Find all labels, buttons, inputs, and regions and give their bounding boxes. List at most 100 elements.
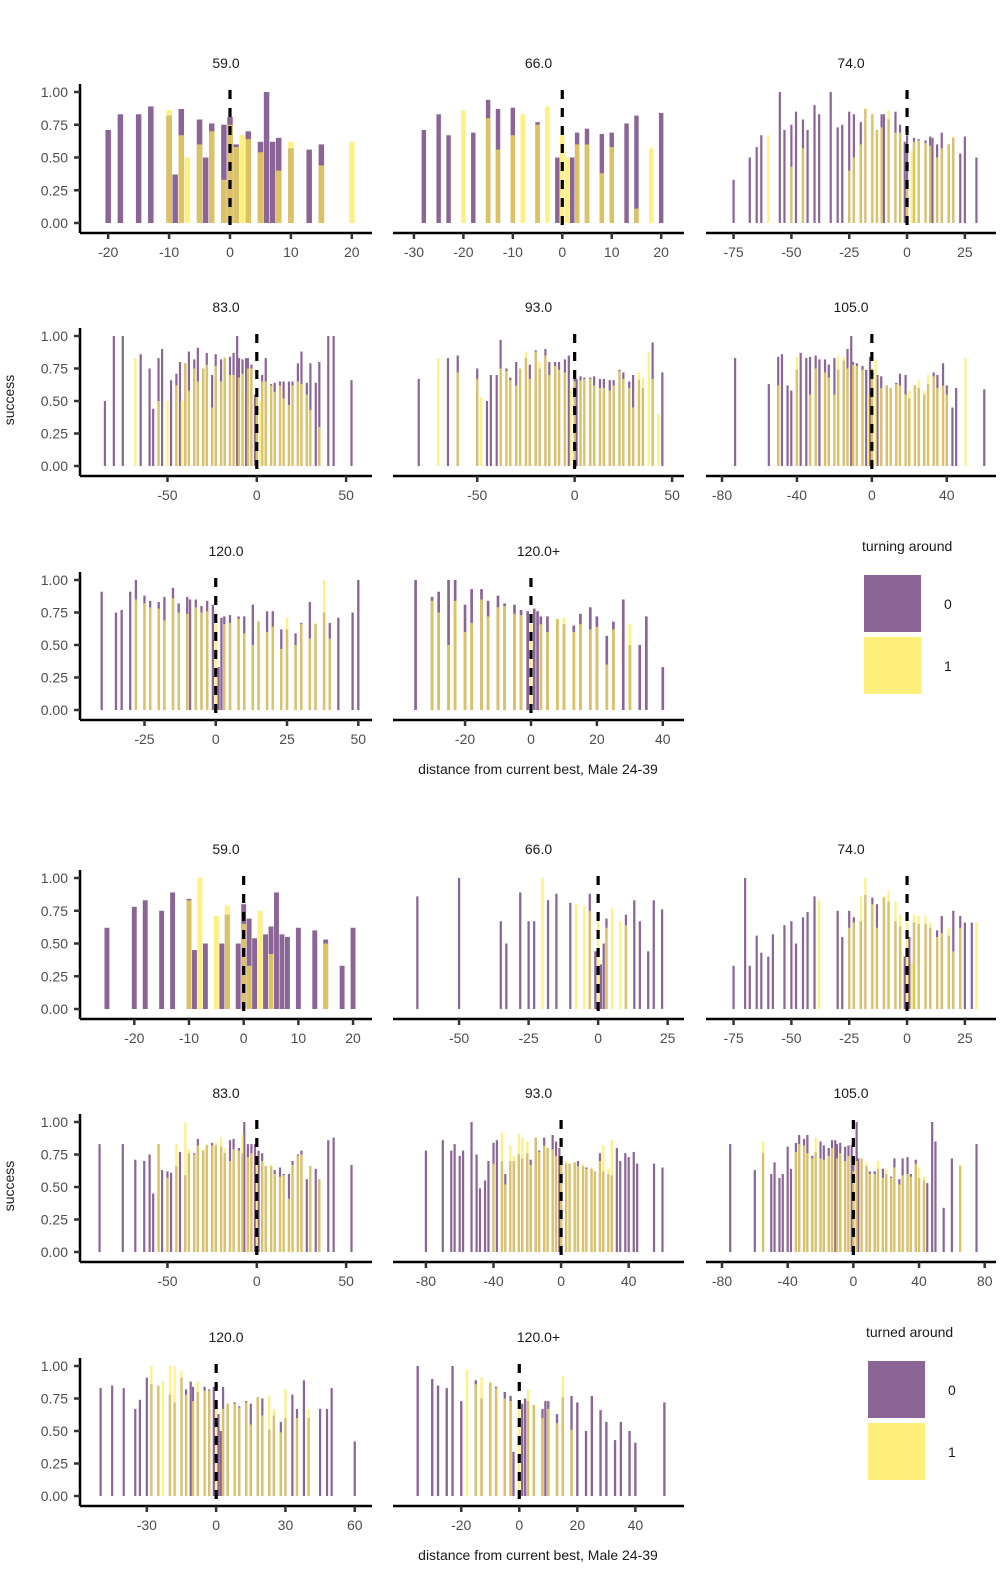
y-tick-label: 0.50 (41, 393, 68, 409)
bar-turn-1 (554, 365, 557, 466)
bar-turn-1 (513, 613, 516, 710)
bar-turn-1 (200, 612, 203, 710)
bar-turn-1 (284, 1389, 287, 1496)
facet-strip-label: 59.0 (212, 55, 239, 71)
bar-turn-1 (307, 1408, 310, 1496)
y-tick-label: 0.25 (41, 1456, 68, 1472)
bar-turn-1 (873, 1174, 876, 1252)
bar-turn-1 (651, 378, 654, 466)
bar-turn-1 (811, 1158, 814, 1252)
bar-turn-1 (647, 351, 650, 466)
bar-turn-1 (906, 1174, 909, 1252)
bar-turn-0 (314, 1168, 317, 1252)
bar-turn-0 (605, 1421, 608, 1496)
bar-turn-0 (306, 149, 312, 223)
bar-turn-1 (880, 127, 883, 223)
bar-turn-1 (211, 1145, 214, 1252)
bar-turn-1 (917, 140, 920, 223)
bar-turn-0 (983, 389, 986, 466)
bar-turn-1 (798, 1144, 801, 1252)
bar-turn-0 (934, 1141, 937, 1252)
bar-turn-1 (257, 621, 260, 710)
bar-turn-0 (773, 1162, 776, 1252)
bar-turn-1 (515, 385, 518, 466)
bar-turn-1 (924, 915, 927, 1009)
bar-turn-0 (111, 1385, 114, 1496)
bar-turn-0 (202, 943, 208, 1009)
bar-turn-0 (806, 912, 809, 1009)
bar-turn-0 (647, 951, 650, 1009)
bar-turn-1 (232, 375, 235, 466)
x-tick-label: 25 (957, 244, 973, 260)
bar-turn-1 (545, 106, 550, 223)
bar-turn-1 (227, 124, 233, 223)
bar-turn-1 (923, 390, 926, 466)
bar-turn-0 (219, 943, 225, 1009)
bar-turn-1 (295, 1418, 299, 1496)
bar-turn-0 (744, 878, 747, 1009)
bar-turn-1 (574, 904, 578, 1009)
bar-turn-0 (748, 157, 751, 223)
bar-turn-1 (519, 615, 523, 710)
bar-turn-1 (619, 921, 622, 1009)
bar-turn-0 (590, 1395, 594, 1496)
x-tick-label: 10 (291, 1030, 307, 1046)
bar-turn-1 (922, 1176, 926, 1252)
bar-turn-1 (223, 356, 226, 466)
bar-turn-0 (729, 1144, 732, 1252)
bar-turn-0 (178, 362, 182, 466)
bar-turn-1 (848, 927, 851, 1009)
bar-turn-1 (814, 368, 817, 466)
bar-turn-1 (202, 1149, 205, 1252)
bar-turn-1 (166, 1177, 169, 1252)
bar-turn-0 (753, 1170, 756, 1252)
bar-turn-1 (875, 927, 879, 1009)
bar-turn-0 (188, 599, 192, 710)
x-tick-label: 20 (344, 244, 360, 260)
x-tick-label: 0 (557, 1273, 565, 1289)
bar-turn-1 (894, 901, 897, 1009)
bar-turn-0 (178, 1151, 182, 1252)
y-tick-label: 0.00 (41, 1001, 68, 1017)
bar-turn-1 (215, 1408, 218, 1496)
bar-turn-1 (518, 1405, 521, 1496)
bar-turn-0 (868, 356, 872, 466)
x-tick-label: 40 (911, 1273, 927, 1289)
bar-turn-0 (138, 1399, 141, 1496)
x-tick-label: -25 (134, 731, 154, 747)
bar-turn-1 (880, 388, 883, 466)
bar-turn-0 (189, 1381, 192, 1496)
bar-turn-1 (246, 368, 249, 466)
bar-turn-1 (819, 1158, 822, 1252)
x-tick-label: -20 (98, 244, 118, 260)
bar-turn-1 (561, 1376, 564, 1496)
x-tick-label: 10 (604, 244, 620, 260)
y-tick-label: 0.75 (41, 605, 68, 621)
bar-turn-0 (170, 892, 176, 1009)
bar-turn-1 (175, 1144, 178, 1252)
bar-turn-1 (618, 371, 621, 466)
legend-key-0 (868, 1361, 925, 1418)
bar-turn-1 (480, 1377, 483, 1496)
bar-turn-0 (417, 378, 420, 466)
facet-strip-label: 105.0 (833, 299, 868, 315)
bar-turn-0 (767, 384, 770, 466)
bar-turn-1 (827, 1155, 830, 1252)
bar-turn-1 (238, 1407, 241, 1496)
bar-turn-0 (613, 1440, 617, 1496)
bar-turn-1 (543, 1145, 546, 1252)
bar-turn-0 (771, 934, 774, 1009)
bar-turn-1 (898, 1184, 901, 1252)
y-tick-label: 0.00 (41, 702, 68, 718)
bar-turn-0 (305, 1179, 308, 1252)
bar-turn-1 (541, 1418, 544, 1496)
bar-turn-1 (492, 1163, 495, 1252)
bar-turn-1 (243, 633, 246, 710)
x-tick-label: 50 (338, 1273, 354, 1289)
x-tick-label: 0 (594, 1030, 602, 1046)
bar-turn-1 (437, 612, 441, 710)
bar-turn-1 (233, 147, 239, 223)
bar-turn-0 (615, 1148, 618, 1252)
bar-turn-0 (628, 1431, 631, 1496)
bar-turn-0 (152, 408, 155, 466)
